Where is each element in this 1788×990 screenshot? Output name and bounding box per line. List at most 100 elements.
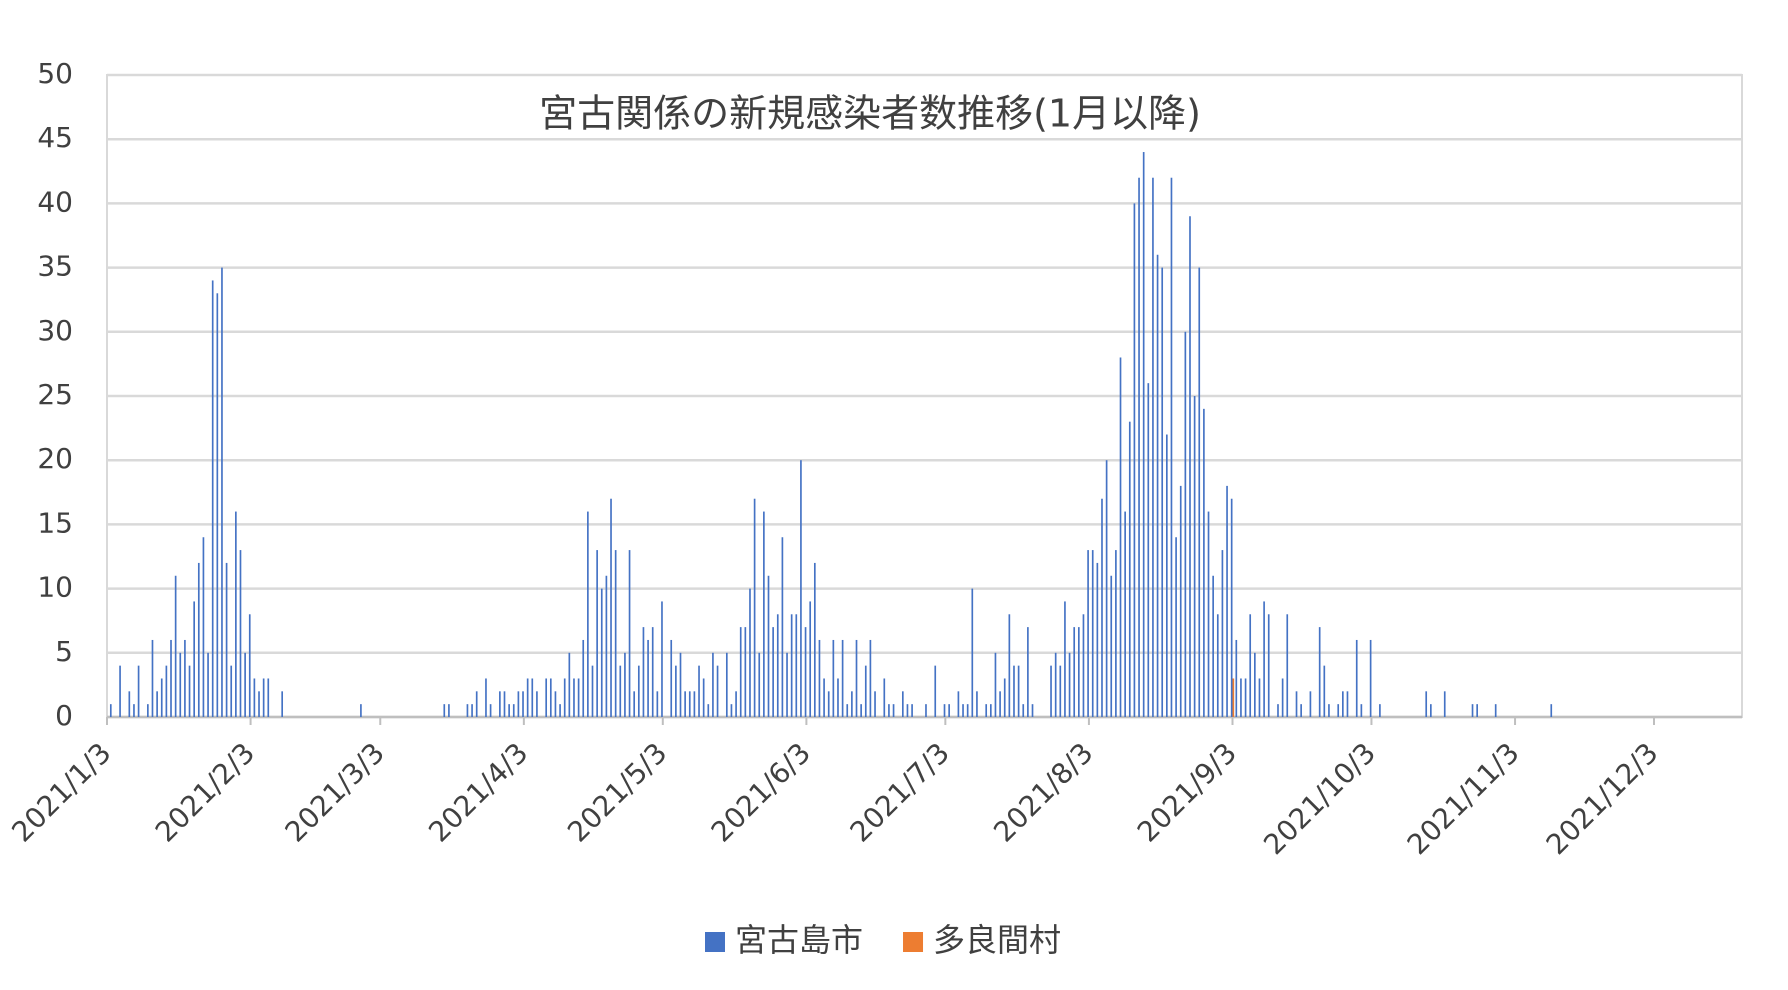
bar xyxy=(471,704,473,717)
x-tick-label: 2021/9/3 xyxy=(1131,736,1243,848)
bar xyxy=(661,601,663,717)
bar xyxy=(1258,678,1261,717)
bar xyxy=(559,704,561,717)
bar xyxy=(823,678,825,717)
bar xyxy=(725,652,728,717)
bar xyxy=(1161,267,1164,717)
bar xyxy=(841,639,844,717)
bar xyxy=(151,639,154,717)
bar xyxy=(554,691,557,717)
bar xyxy=(596,550,598,717)
bar xyxy=(966,704,969,717)
bar xyxy=(443,704,446,717)
bar xyxy=(170,639,172,717)
bar xyxy=(360,704,362,717)
bar xyxy=(1494,704,1497,717)
bar xyxy=(971,588,974,717)
bar xyxy=(503,691,506,717)
bar xyxy=(1216,614,1219,717)
bar xyxy=(1179,485,1182,717)
bar xyxy=(531,678,534,717)
bar xyxy=(684,691,686,717)
bar xyxy=(1101,498,1103,717)
bar xyxy=(239,550,242,717)
bar xyxy=(184,639,186,717)
bar xyxy=(1207,511,1210,717)
bar xyxy=(1105,460,1108,717)
bar xyxy=(633,691,636,717)
bar xyxy=(1430,704,1432,717)
bar xyxy=(1087,550,1089,717)
bar xyxy=(851,691,853,717)
bar xyxy=(795,614,798,717)
bar xyxy=(735,691,737,717)
x-tick-label: 2021/2/3 xyxy=(149,736,261,848)
bar xyxy=(1277,704,1279,717)
bar xyxy=(1300,704,1302,717)
bar xyxy=(698,665,700,717)
bar xyxy=(1471,704,1474,717)
bar xyxy=(619,665,622,717)
bar xyxy=(1230,498,1233,717)
y-tick-label: 25 xyxy=(37,378,73,411)
bar xyxy=(466,704,469,717)
bar xyxy=(179,652,182,717)
bar xyxy=(244,652,246,717)
bar xyxy=(1128,421,1131,717)
bar xyxy=(1212,575,1214,717)
bar xyxy=(197,562,200,717)
bar xyxy=(1082,614,1085,717)
bar xyxy=(1054,652,1057,717)
bar xyxy=(948,704,950,717)
chart-title: 宮古関係の新規感染者数推移(1月以降) xyxy=(539,92,1201,136)
bar xyxy=(1175,537,1177,717)
bar xyxy=(883,678,886,717)
y-tick-label: 10 xyxy=(37,571,73,604)
bar xyxy=(448,704,450,717)
bar xyxy=(1091,550,1094,717)
bar xyxy=(670,639,673,717)
bar xyxy=(1096,562,1099,717)
bar xyxy=(962,704,964,717)
bar xyxy=(137,665,140,717)
bar xyxy=(744,627,747,717)
bar xyxy=(624,652,626,717)
bar xyxy=(156,691,158,717)
bar xyxy=(647,639,649,717)
bar xyxy=(1360,704,1363,717)
bar xyxy=(1346,691,1349,717)
bar xyxy=(994,652,997,717)
bar xyxy=(1198,267,1201,717)
legend-swatch xyxy=(903,932,924,952)
x-tick-label: 2021/12/3 xyxy=(1540,736,1665,861)
bar xyxy=(1156,254,1159,717)
bar xyxy=(716,665,719,717)
bar xyxy=(267,678,270,717)
bar xyxy=(1550,704,1553,717)
bar xyxy=(1059,665,1062,717)
bar xyxy=(860,704,862,717)
bar xyxy=(1309,691,1312,717)
bar xyxy=(1263,601,1265,717)
legend-label: 宮古島市 xyxy=(735,921,863,959)
bar xyxy=(707,704,710,717)
bar xyxy=(906,704,909,717)
bar xyxy=(767,575,770,717)
bar xyxy=(1064,601,1066,717)
bar xyxy=(605,575,608,717)
bar xyxy=(1017,665,1020,717)
y-tick-label: 5 xyxy=(55,635,73,668)
bar xyxy=(193,601,196,717)
bar xyxy=(577,678,580,717)
bar xyxy=(869,639,872,717)
bar xyxy=(1184,331,1187,717)
bar xyxy=(809,601,812,717)
bar xyxy=(512,704,515,717)
bar xyxy=(637,665,640,717)
y-tick-label: 0 xyxy=(55,699,73,732)
bar xyxy=(712,652,714,717)
bar xyxy=(1147,383,1150,717)
bar xyxy=(614,550,617,717)
bar xyxy=(475,691,478,717)
bar xyxy=(1318,627,1321,717)
